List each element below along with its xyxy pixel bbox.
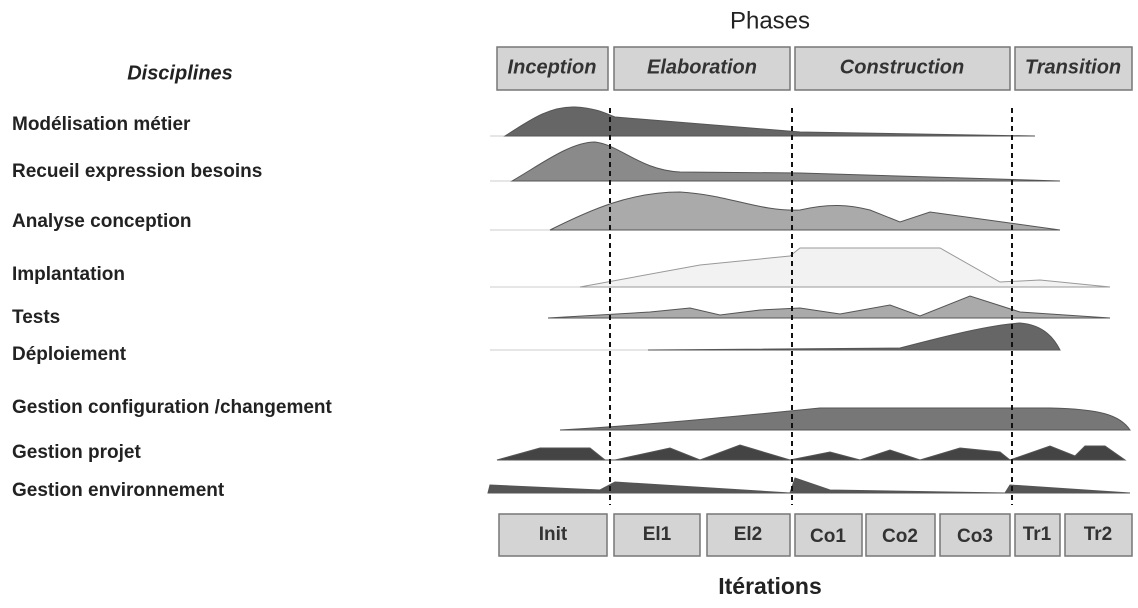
phase-box [613,46,791,91]
discipline-label: Implantation [12,264,125,285]
hump [503,106,1036,137]
discipline-label: Recueil expression besoins [12,161,262,182]
phases-title: Phases [730,7,810,34]
phase-box [1014,46,1133,91]
hump [647,322,1061,351]
discipline-label: Tests [12,307,60,328]
hump [496,444,1127,461]
iteration-label: El1 [643,524,672,545]
humps [487,106,1131,494]
discipline-label: Déploiement [12,344,127,365]
hump [487,477,1131,494]
iteration-box [498,513,608,557]
iteration-label: Tr2 [1084,524,1113,545]
phase-label: Construction [840,56,964,78]
iteration-box [1064,513,1133,557]
iteration-label: Co1 [810,526,846,547]
iteration-boxes: Init El1 El2 Co1 Co2 Co3 Tr1 Tr2 [498,513,1133,557]
discipline-labels: Modélisation métier Recueil expression b… [12,114,333,501]
iteration-label: Co3 [957,526,993,547]
phase-separators [609,108,1013,505]
iteration-label: Init [539,524,568,545]
phase-label: Inception [508,56,597,78]
iteration-box [939,513,1011,557]
discipline-label: Gestion projet [12,442,141,463]
iteration-label: Tr1 [1023,524,1052,545]
iteration-box [794,513,863,557]
iteration-box [613,513,701,557]
phase-box [794,46,1011,91]
iteration-box [1014,513,1061,557]
disciplines-title: Disciplines [127,62,233,84]
iterations-title: Itérations [718,573,822,599]
phase-boxes: Inception Elaboration Construction Trans… [496,46,1133,91]
iteration-label: Co2 [882,526,918,547]
iteration-box [865,513,936,557]
hump [547,295,1111,319]
hump [510,141,1061,182]
discipline-label: Gestion environnement [12,480,225,501]
hump [579,247,1111,288]
discipline-label: Gestion configuration /changement [12,397,333,418]
discipline-label: Modélisation métier [12,114,191,135]
phase-label: Transition [1025,56,1121,78]
discipline-label: Analyse conception [12,211,192,232]
iteration-box [706,513,791,557]
iteration-label: El2 [734,524,763,545]
hump [559,407,1131,431]
hump [549,191,1061,231]
phase-box [496,46,609,91]
phase-label: Elaboration [647,56,757,78]
